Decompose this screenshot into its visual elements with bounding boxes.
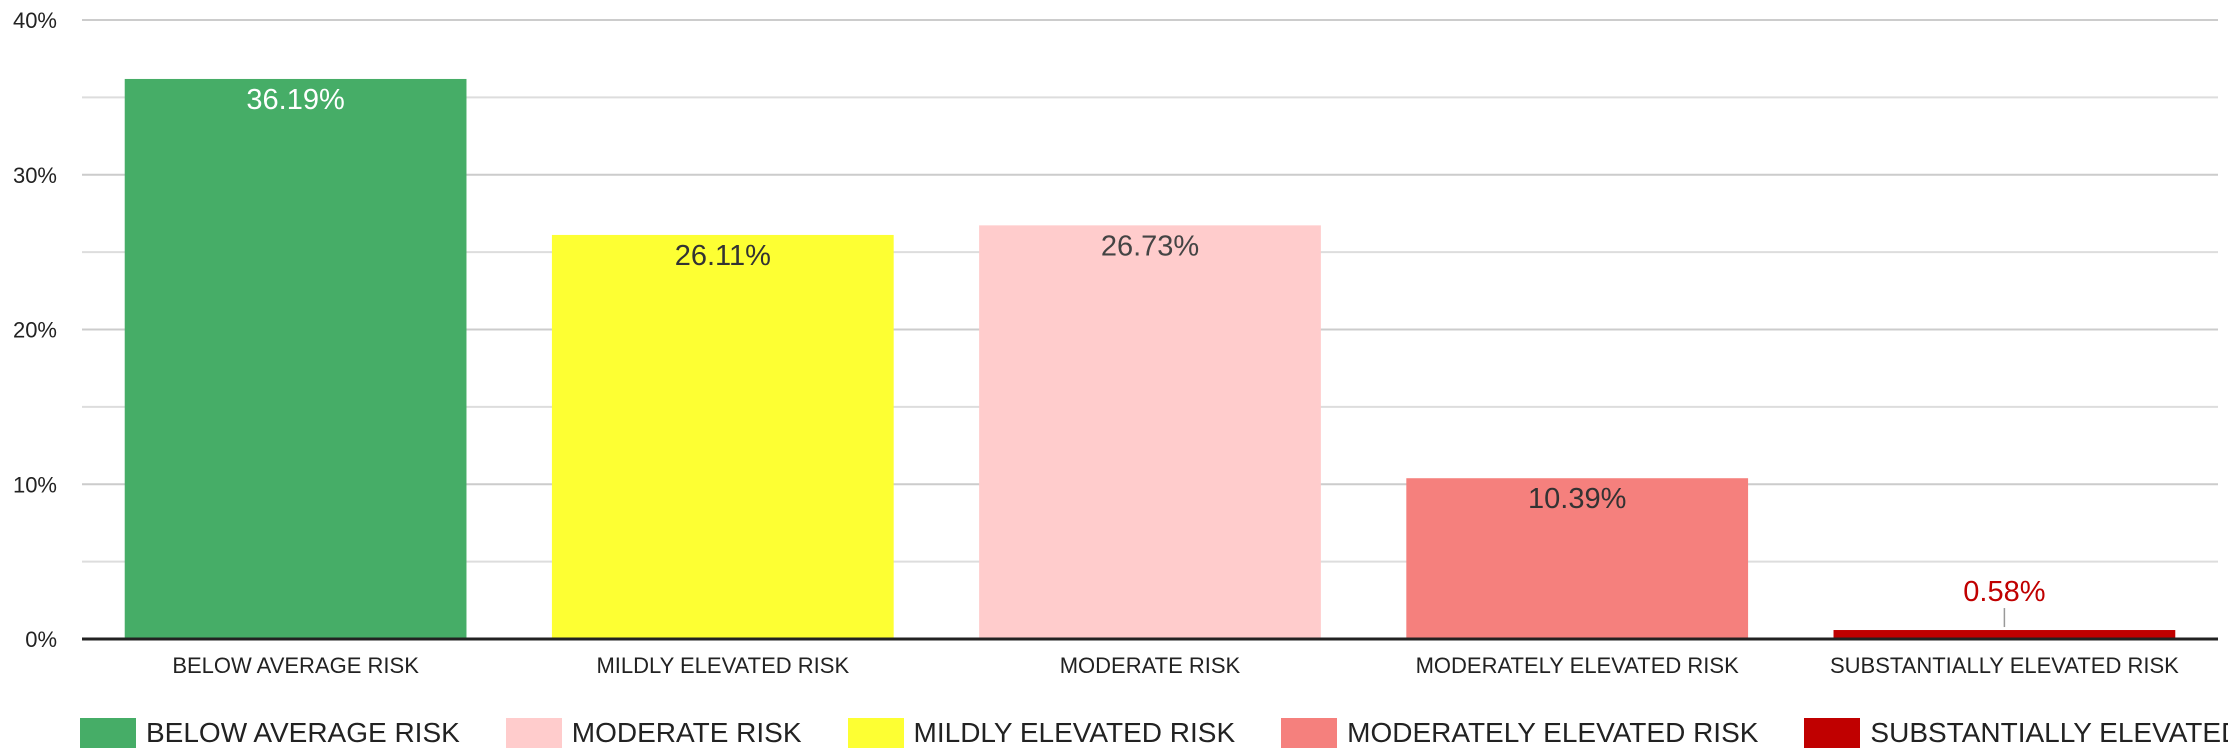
legend: BELOW AVERAGE RISK MODERATE RISK MILDLY EL… [80, 718, 2228, 748]
legend-item: BELOW AVERAGE RISK [80, 718, 460, 748]
x-category-label: SUBSTANTIALLY ELEVATED RISK [1830, 653, 2179, 678]
data-label: 26.11% [675, 240, 771, 272]
data-label: 26.73% [1101, 230, 1199, 262]
legend-swatch [80, 718, 136, 748]
data-labels: 36.19% 26.11% 26.73% 10.39% 0.58% [246, 84, 2046, 628]
legend-item: MODERATE RISK [505, 717, 802, 748]
legend-swatch [505, 718, 562, 748]
legend-swatch [1804, 718, 1861, 748]
y-tick-label: 40% [13, 8, 57, 33]
legend-item: MODERATELY ELEVATED RISK [1281, 718, 1758, 748]
bar [124, 78, 467, 640]
bar [1406, 478, 1749, 639]
bars [124, 78, 2176, 640]
y-tick-label: 0% [25, 627, 57, 652]
legend-swatch [847, 718, 904, 748]
y-tick-label: 20% [13, 318, 57, 343]
x-category-label: MODERATE RISK [1060, 653, 1241, 678]
bar [551, 234, 894, 639]
legend-label: BELOW AVERAGE RISK [146, 717, 460, 748]
data-label: 36.19% [246, 84, 344, 116]
x-category-label: MILDLY ELEVATED RISK [596, 653, 849, 678]
bar [1833, 630, 2176, 639]
bar-chart: 0% 10% 20% 30% 40% 36.19% 26.11% 26.73% 10.39% 0… [13, 8, 2218, 678]
legend-item: SUBSTANTIALLY ELEVATED RISK [1804, 718, 2228, 748]
legend-label: MODERATE RISK [571, 717, 802, 748]
legend-swatch [1281, 718, 1338, 748]
x-category-label: MODERATELY ELEVATED RISK [1416, 653, 1739, 678]
legend-item: MILDLY ELEVATED RISK [847, 717, 1236, 748]
y-tick-label: 30% [13, 163, 57, 188]
data-label: 0.58% [1963, 576, 2045, 608]
data-label: 10.39% [1528, 483, 1626, 515]
legend-label: MODERATELY ELEVATED RISK [1347, 717, 1759, 748]
legend-label: MILDLY ELEVATED RISK [913, 717, 1236, 748]
y-tick-label: 10% [13, 472, 57, 497]
y-axis-tick-labels: 0% 10% 20% 30% 40% [13, 8, 57, 652]
bar [979, 225, 1321, 639]
legend-label: SUBSTANTIALLY ELEVATED RISK [1870, 717, 2228, 748]
x-axis-category-labels: BELOW AVERAGE RISK MILDLY ELEVATED RISK MO… [172, 653, 2179, 678]
x-category-label: BELOW AVERAGE RISK [172, 653, 419, 678]
